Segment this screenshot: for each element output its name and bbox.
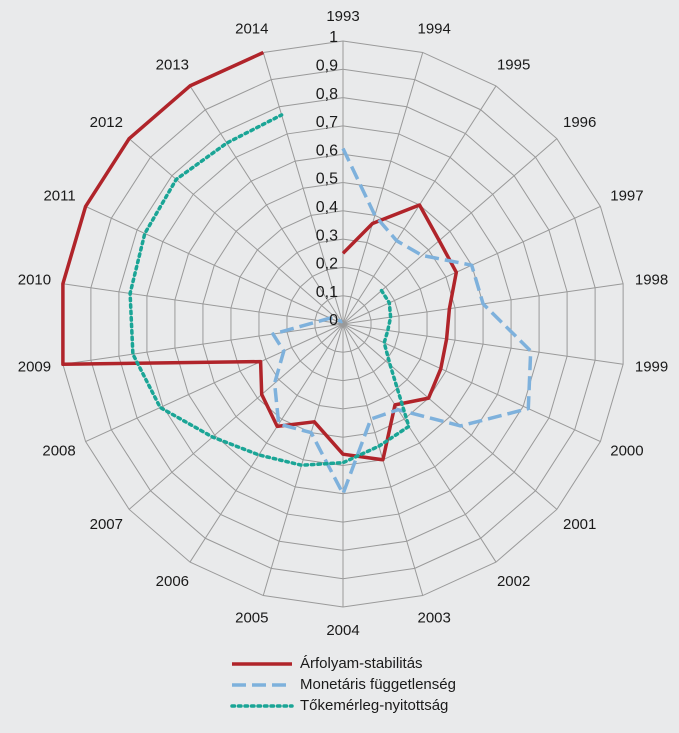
- category-label: 2009: [18, 359, 51, 376]
- category-label: 2013: [156, 57, 189, 74]
- grid-ring: [230, 210, 456, 438]
- category-label: 2002: [497, 573, 530, 590]
- grid-ring: [286, 266, 400, 382]
- r-tick-label: 0,5: [316, 171, 338, 188]
- r-tick-label: 0,8: [316, 86, 338, 103]
- category-label: 2006: [156, 573, 189, 590]
- r-tick-label: 0,1: [316, 284, 338, 301]
- series-line: [271, 147, 533, 496]
- series-lines: [61, 50, 533, 496]
- r-tick-label: 0: [329, 312, 338, 329]
- labels: 0 0,1 0,2 0,3 0,4 0,5 0,6 0,7 0,8 0,9 1 1993 1994 199…: [18, 8, 669, 639]
- category-label: 1997: [610, 187, 643, 204]
- category-label: 1995: [497, 57, 530, 74]
- category-label: 2007: [90, 516, 123, 533]
- series-line: [128, 113, 411, 467]
- r-tick-label: 0,7: [316, 114, 338, 131]
- r-tick-label: 1: [329, 29, 338, 46]
- category-label: 1998: [635, 271, 668, 288]
- r-tick-label: 0,3: [316, 227, 338, 244]
- category-label: 1996: [563, 114, 596, 131]
- category-label: 2008: [42, 443, 75, 460]
- grid-ring: [258, 238, 428, 410]
- legend-label: Árfolyam-stabilitás: [300, 655, 423, 672]
- category-label: 2010: [18, 271, 51, 288]
- category-label: 1999: [635, 359, 668, 376]
- grid-ring: [146, 125, 540, 523]
- legend: Árfolyam-stabilitás Monetáris függetlensé…: [230, 655, 456, 714]
- category-label: 2001: [563, 516, 596, 533]
- legend-label: Tőkemérleg-nyitottság: [300, 697, 448, 714]
- r-tick-label: 0,6: [316, 142, 338, 159]
- category-label: 2011: [43, 187, 75, 204]
- grid-ring: [314, 295, 372, 353]
- legend-label: Monetáris függetlenség: [300, 676, 456, 693]
- r-tick-label: 0,2: [316, 256, 338, 273]
- category-label: 2003: [417, 610, 450, 627]
- category-label: 1993: [326, 8, 359, 25]
- category-label: 2005: [235, 610, 268, 627]
- category-label: 2004: [326, 622, 359, 639]
- category-label: 2012: [90, 114, 123, 131]
- category-label: 2014: [235, 20, 268, 37]
- grid-ring: [202, 181, 484, 467]
- r-tick-label: 0,9: [316, 58, 338, 75]
- r-tick-label: 0,4: [316, 199, 338, 216]
- grid-ring: [118, 97, 568, 551]
- category-label: 2000: [610, 443, 643, 460]
- series-line: [61, 50, 459, 462]
- category-label: 1994: [417, 20, 450, 37]
- grid-ring: [90, 68, 596, 580]
- grid: [62, 40, 624, 608]
- grid-ring: [174, 153, 512, 495]
